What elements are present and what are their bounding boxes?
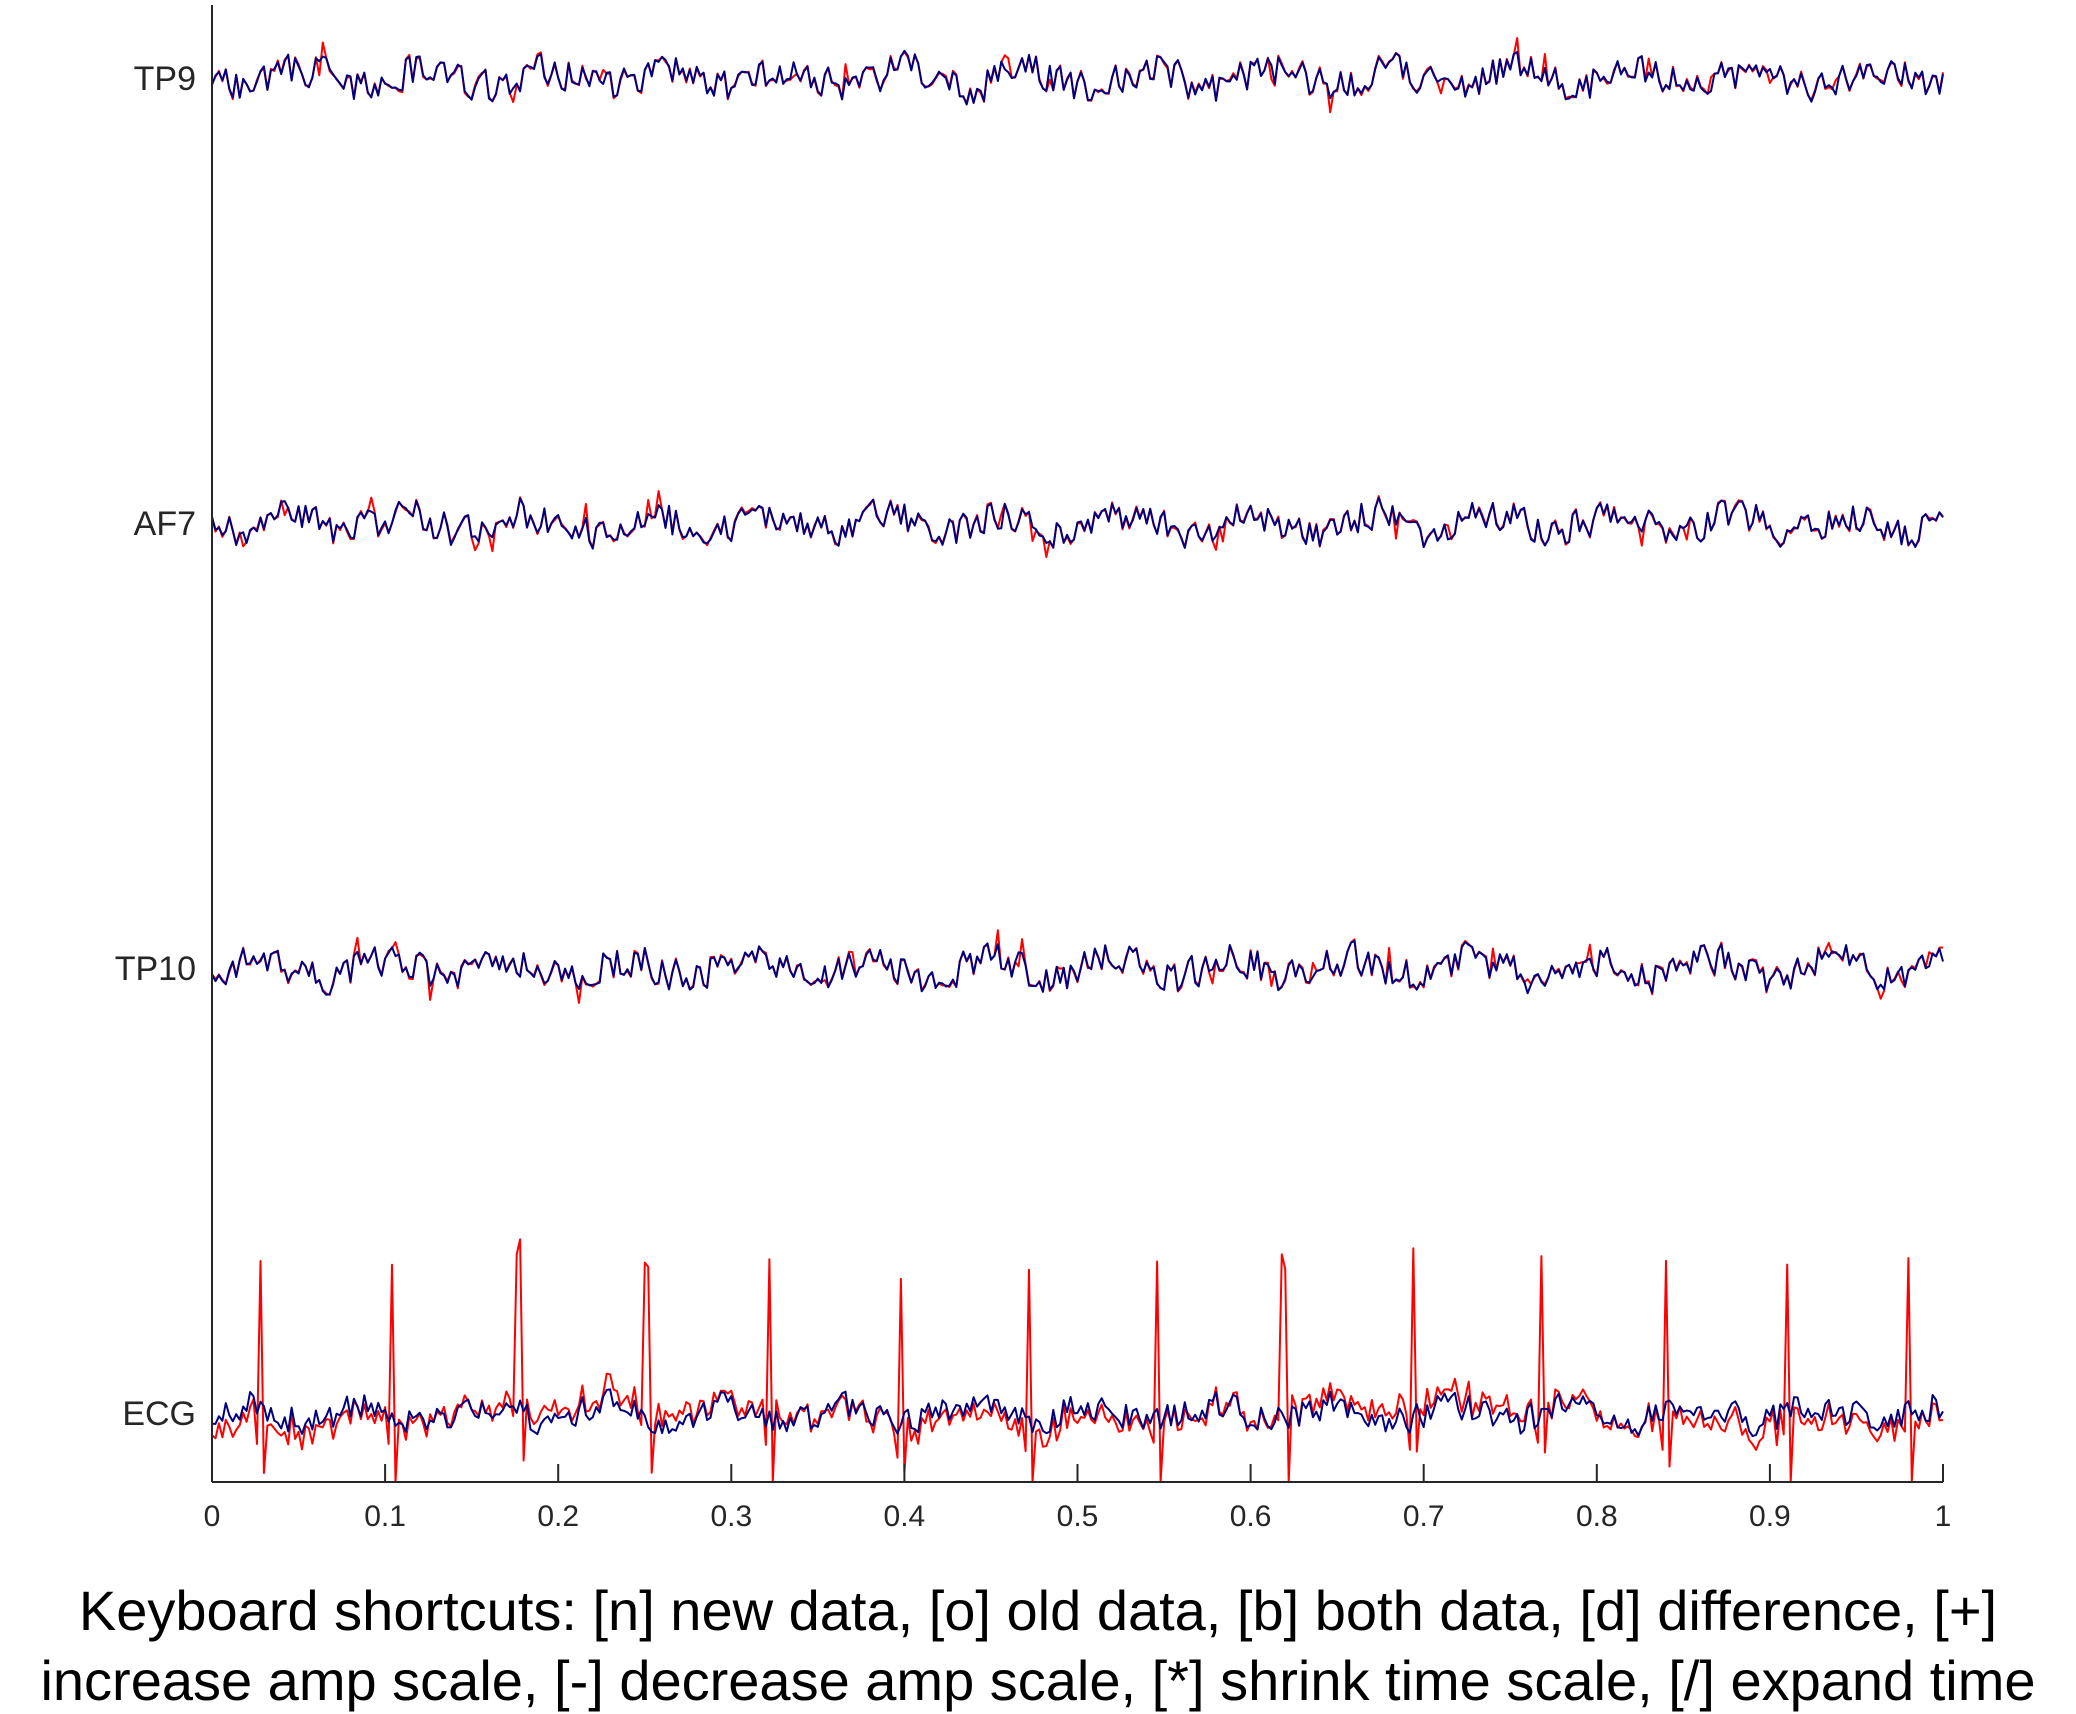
trace-tp9-old-data <box>211 49 1944 106</box>
channel-label-ecg: ECG <box>122 1395 196 1433</box>
x-tick-label: 0.1 <box>364 1500 406 1533</box>
trace-tp9-new-data <box>211 37 1944 114</box>
x-tick-label: 0.3 <box>710 1500 752 1533</box>
x-tick-label: 0.4 <box>884 1500 926 1533</box>
trace-ecg-new-data <box>211 1238 1944 1483</box>
channel-label-tp10: TP10 <box>115 950 196 988</box>
x-tick-label: 0.9 <box>1749 1500 1791 1533</box>
trace-tp10-new-data <box>211 929 1944 1004</box>
trace-ecg-old-data <box>211 1388 1944 1438</box>
channel-label-tp9: TP9 <box>134 60 196 98</box>
x-tick-label: 0 <box>204 1500 221 1533</box>
x-tick-label: 1 <box>1935 1500 1952 1533</box>
x-tick-label: 0.2 <box>537 1500 579 1533</box>
x-tick-label: 0.7 <box>1403 1500 1445 1533</box>
eeg-channel-plot: 0 0.1 0.2 0.3 0.4 0.5 0.6 0.7 0.8 0.9 1 TP9 AF7 TP10… <box>115 5 1952 1533</box>
x-tick-label: 0.6 <box>1230 1500 1272 1533</box>
channel-label-group: TP9 AF7 TP10 ECG <box>115 60 196 1433</box>
trace-af7-old-data <box>211 496 1944 550</box>
x-tick-label: 0.5 <box>1057 1500 1099 1533</box>
trace-tp10-old-data <box>211 940 1944 996</box>
x-tick-label: 0.8 <box>1576 1500 1618 1533</box>
shortcut-caption-line-1: Keyboard shortcuts: [n] new data, [o] ol… <box>78 1579 1998 1642</box>
channel-label-af7: AF7 <box>134 505 196 543</box>
trace-layer <box>211 37 1944 1483</box>
shortcut-caption-line-2: increase amp scale, [-] decrease amp sca… <box>40 1649 2036 1712</box>
x-tick-group: 0 0.1 0.2 0.3 0.4 0.5 0.6 0.7 0.8 0.9 1 <box>204 1464 1952 1533</box>
